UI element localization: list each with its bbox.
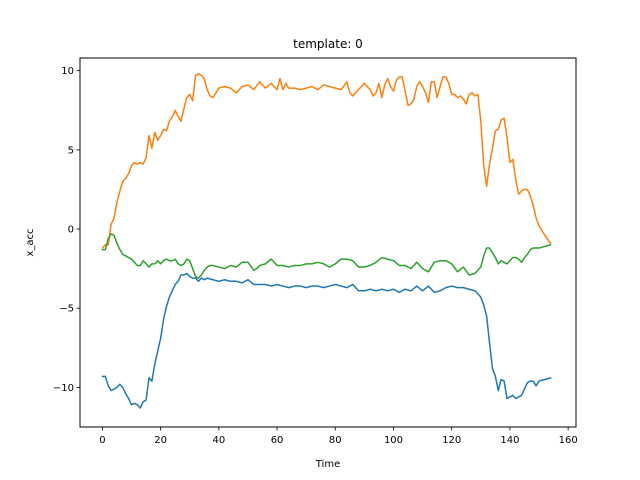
x-tick-label: 100: [384, 435, 403, 446]
x-tick-label: 120: [442, 435, 461, 446]
y-tick-label: −10: [53, 383, 74, 394]
series-line-2: [101, 73, 552, 249]
x-tick-label: 0: [99, 435, 105, 446]
x-tick-label: 40: [212, 435, 225, 446]
y-tick-label: −5: [59, 304, 74, 315]
series-line-3: [101, 233, 552, 279]
y-tick-label: 5: [68, 145, 74, 156]
chart-title: template: 0: [293, 37, 363, 51]
x-tick-label: 160: [559, 435, 578, 446]
x-tick-label: 20: [154, 435, 167, 446]
y-tick-label: 0: [68, 225, 74, 236]
plot-area: [80, 58, 576, 427]
tick-layer: 0 20 40 60 80 100 120 140 160 −10 −5 0 5 10: [53, 66, 578, 446]
x-tick-label: 80: [329, 435, 342, 446]
series-line-1: [101, 272, 552, 409]
y-axis-label: x_acc: [25, 228, 36, 256]
plot-frame: [79, 57, 577, 428]
series-layer: [101, 73, 552, 409]
x-tick-label: 140: [500, 435, 519, 446]
y-tick-label: 10: [61, 66, 74, 77]
x-tick-label: 60: [271, 435, 284, 446]
x-axis-label: Time: [315, 459, 340, 470]
